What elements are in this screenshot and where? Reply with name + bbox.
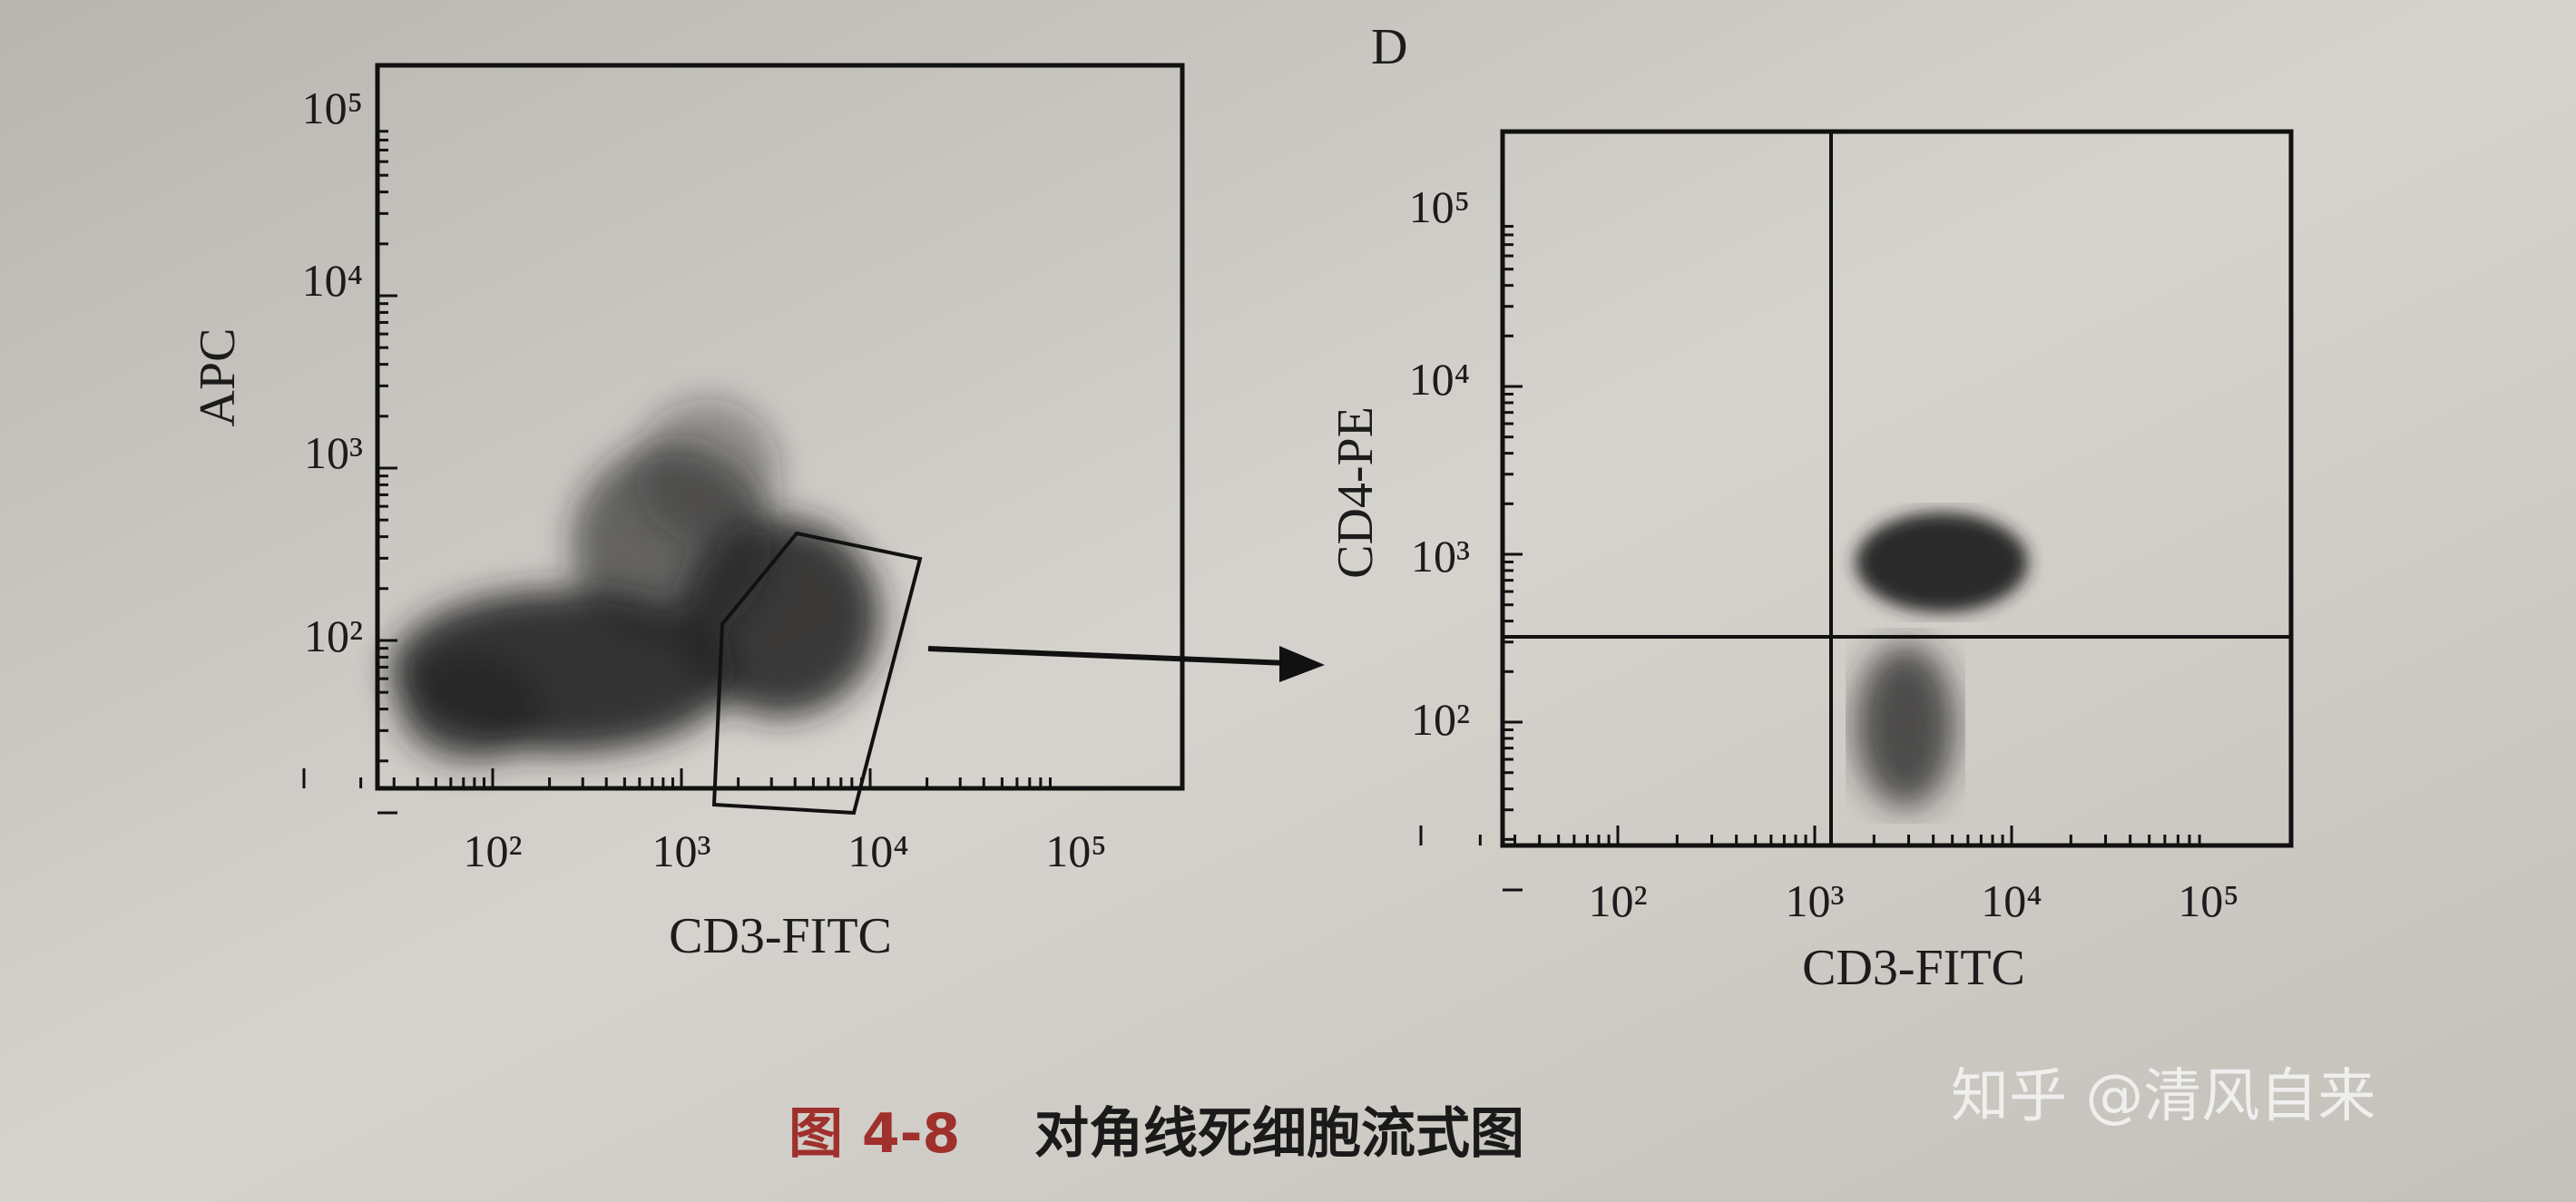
plot-frame — [375, 63, 1185, 791]
panel-label: D — [1371, 19, 1407, 75]
y-tick-label: 10² — [304, 611, 363, 661]
y-axis-label: APC — [190, 328, 246, 427]
x-tick-label: 10³ — [652, 826, 711, 876]
y-tick-label: 10⁵ — [1409, 181, 1470, 232]
caption-number: 图 4-8 — [788, 1102, 960, 1166]
y-tick-label: 10² — [1411, 694, 1470, 745]
x-tick-label: 10³ — [1786, 875, 1845, 926]
gate — [711, 531, 923, 816]
y-tick-label: 10⁴ — [302, 255, 363, 306]
right-plot: D 10⁵ 10⁴ 10³ 10² 10² 10³ 10⁴ 10⁵ CD3-FI… — [1327, 19, 2294, 996]
x-tick-label: 10² — [1589, 875, 1648, 926]
x-tick-label: 10⁴ — [847, 826, 908, 876]
y-tick-label: 10⁵ — [302, 83, 363, 133]
cell-cloud — [1856, 513, 2028, 807]
cell-cloud — [390, 399, 880, 762]
y-axis-label: CD4-PE — [1327, 406, 1384, 579]
y-tick-label: 10³ — [304, 427, 363, 478]
y-tick-label: 10⁴ — [1409, 354, 1470, 405]
x-tick-label: 10² — [464, 826, 523, 876]
arrow — [927, 646, 1325, 682]
left-plot: 10⁵ 10⁴ 10³ 10² 10² 10³ 10⁴ 10⁵ CD3-FITC… — [190, 63, 1185, 964]
axis-ticks — [302, 130, 1052, 815]
watermark: 知乎 @清风自来 — [1951, 1063, 2375, 1130]
caption-text: 对角线死细胞流式图 — [1034, 1102, 1524, 1166]
x-axis-label: CD3-FITC — [1802, 940, 2025, 996]
y-tick-label: 10³ — [1411, 531, 1470, 581]
plot-frame — [1500, 129, 2294, 848]
x-axis-label: CD3-FITC — [669, 908, 892, 964]
x-tick-label: 10⁵ — [1045, 826, 1106, 876]
x-tick-label: 10⁴ — [1981, 875, 2042, 926]
x-tick-label: 10⁵ — [2178, 875, 2238, 926]
axis-ticks — [1419, 224, 2201, 892]
